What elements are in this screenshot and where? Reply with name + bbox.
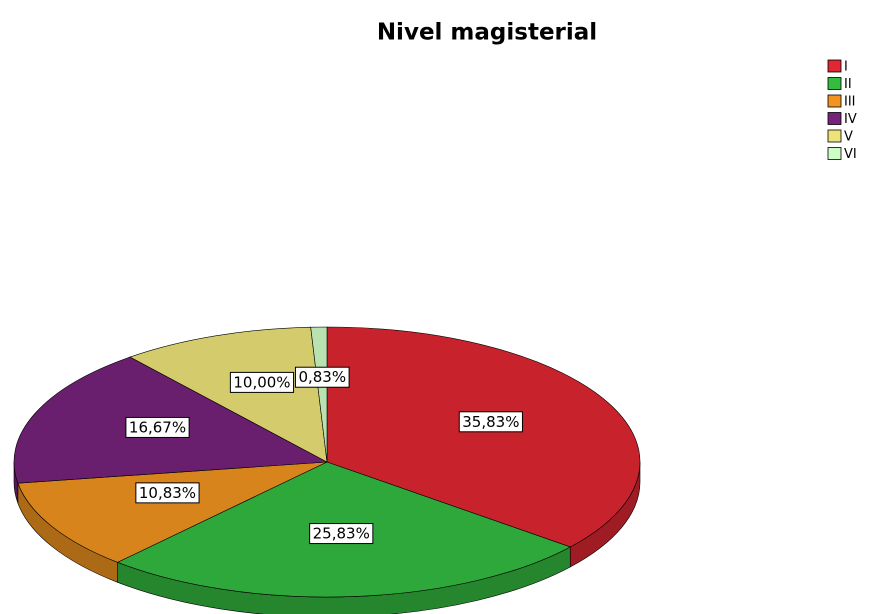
legend-swatch bbox=[827, 112, 842, 125]
legend-swatch bbox=[827, 77, 842, 90]
legend-label: III bbox=[844, 95, 856, 110]
data-label-group: 16,67% bbox=[125, 416, 190, 438]
data-label: 25,83% bbox=[313, 525, 370, 543]
slice bbox=[310, 326, 328, 463]
data-label-group: 25,83% bbox=[309, 523, 374, 545]
data-label-group: 10,00% bbox=[229, 371, 295, 393]
data-label-box bbox=[309, 523, 374, 545]
slice bbox=[17, 461, 328, 563]
slice bbox=[129, 326, 328, 463]
data-label-box bbox=[229, 371, 295, 393]
data-label-box bbox=[294, 366, 350, 388]
data-label: 10,83% bbox=[139, 484, 196, 502]
data-label-group: 35,83% bbox=[458, 411, 523, 433]
data-label: 10,00% bbox=[233, 373, 290, 391]
data-label-box bbox=[135, 482, 200, 504]
data-label: 16,67% bbox=[129, 418, 186, 436]
legend-swatch bbox=[827, 94, 842, 108]
legend-label: VI bbox=[844, 147, 857, 162]
legend-label: I bbox=[844, 60, 848, 75]
data-label: 35,83% bbox=[462, 413, 519, 431]
slice bbox=[326, 326, 641, 548]
chart-title: Nivel magisterial bbox=[377, 20, 597, 46]
legend-swatch bbox=[827, 129, 842, 143]
legend-swatch bbox=[827, 147, 842, 160]
legend-swatch bbox=[827, 59, 842, 73]
data-label: 0,83% bbox=[298, 368, 346, 386]
data-label-box bbox=[458, 411, 523, 433]
legend-label: V bbox=[844, 130, 853, 145]
legend-label: IV bbox=[844, 112, 857, 127]
data-label-group: 10,83% bbox=[135, 482, 200, 504]
data-label-box bbox=[125, 416, 190, 438]
legend-label: II bbox=[844, 77, 852, 92]
data-label-group: 0,83% bbox=[294, 366, 350, 388]
